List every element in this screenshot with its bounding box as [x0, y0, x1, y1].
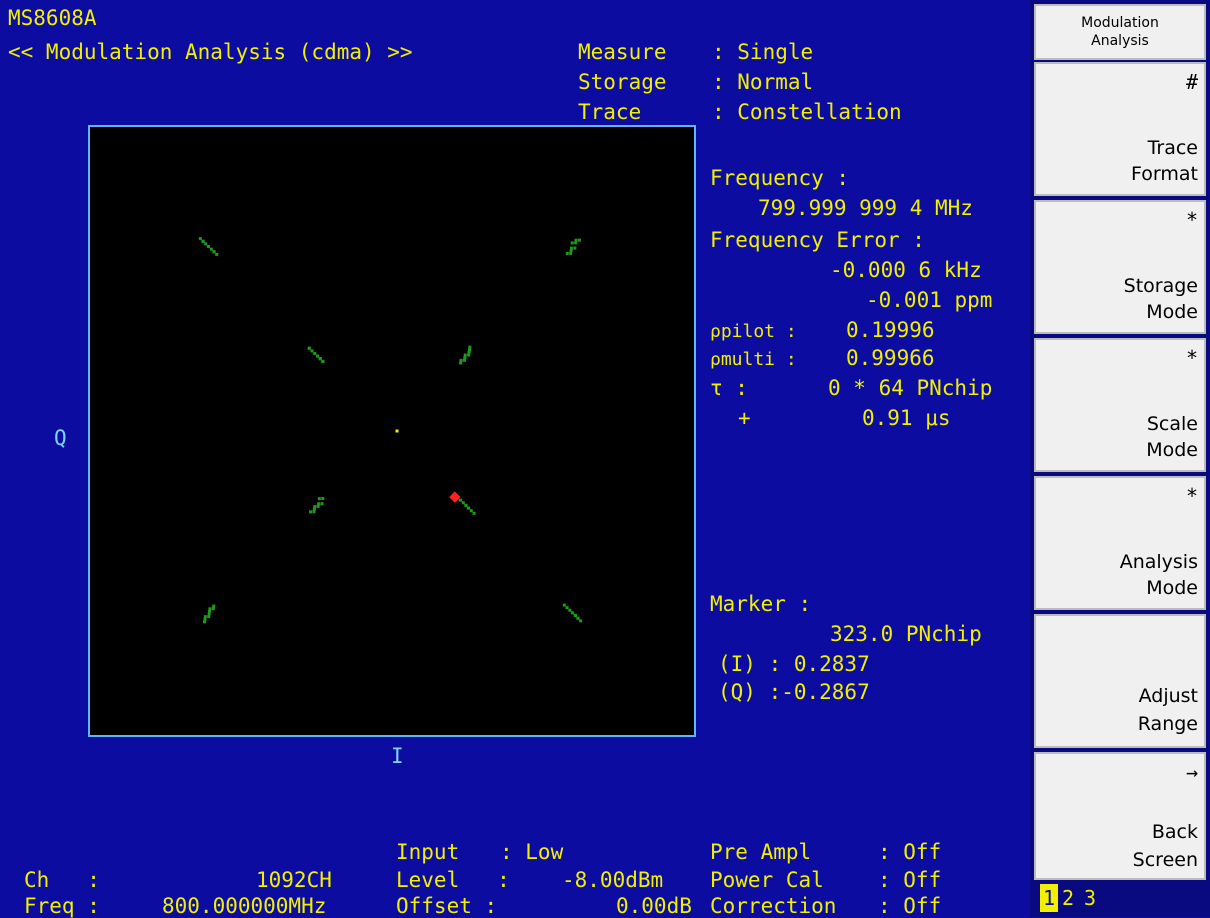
- powercal-value: : Off: [878, 868, 942, 892]
- constellation-symbol-2: [203, 604, 216, 624]
- tau-label: τ :: [710, 376, 748, 400]
- setting-measure-value: : Single: [712, 40, 814, 64]
- model-name: MS8608A: [8, 6, 97, 30]
- center-point: [395, 429, 399, 433]
- input-label: Input: [396, 840, 460, 864]
- ch-label: Ch :: [24, 868, 100, 892]
- freq-error-ppm: -0.001 ppm: [866, 288, 993, 312]
- softkey-storage-mode[interactable]: * Storage Mode: [1034, 200, 1206, 334]
- constellation-plot: [88, 125, 696, 737]
- marker-q-value: (Q) :-0.2867: [718, 680, 870, 704]
- screen-title: << Modulation Analysis (cdma) >>: [8, 40, 413, 64]
- constellation-symbol-6: [309, 497, 325, 514]
- softkey-label-line1: Analysis: [1119, 551, 1198, 573]
- softkey-analysis-mode[interactable]: * Analysis Mode: [1034, 476, 1206, 610]
- level-value: -8.00dBm: [562, 868, 664, 892]
- preampl-label: Pre Ampl: [710, 840, 812, 864]
- measurement-screen: MS8608A << Modulation Analysis (cdma) >>…: [8, 6, 993, 918]
- correction-label: Correction: [710, 894, 837, 918]
- submenu-mark: *: [1185, 208, 1198, 232]
- softkey-adjust-range[interactable]: Adjust Range: [1034, 614, 1206, 748]
- menu-title-line2: Analysis: [1091, 33, 1149, 49]
- freq-label: Freq :: [24, 894, 100, 918]
- constellation-symbol-3: [562, 603, 583, 623]
- submenu-mark: *: [1185, 484, 1198, 508]
- softkey-scale-mode[interactable]: * Scale Mode: [1034, 338, 1206, 472]
- arrow-right-icon: →: [1185, 760, 1198, 784]
- submenu-mark: *: [1185, 346, 1198, 370]
- offset-label: Offset :: [396, 894, 498, 918]
- softkey-back-screen[interactable]: → Back Screen: [1034, 752, 1206, 880]
- constellation-symbol-5: [459, 345, 472, 365]
- setting-storage-label: Storage: [578, 70, 667, 94]
- freq-error-label: Frequency Error :: [710, 228, 925, 252]
- marker-point: [449, 491, 461, 503]
- softkey-label-line2: Range: [1137, 713, 1198, 735]
- setting-measure-label: Measure: [578, 40, 667, 64]
- softkey-label-line1: Scale: [1146, 413, 1198, 435]
- constellation-symbol-0: [198, 237, 219, 256]
- softkey-label-line2: Mode: [1146, 577, 1198, 599]
- offset-value: 0.00dB: [616, 894, 692, 918]
- tau-value: 0 * 64 PNchip: [828, 376, 993, 400]
- rho-multi-value: 0.99966: [846, 346, 935, 370]
- freq-value: 800.000000MHz: [162, 894, 327, 918]
- rho-pilot-label: ρpilot :: [710, 321, 797, 342]
- softkey-label-line1: Trace: [1147, 137, 1198, 159]
- correction-value: : Off: [878, 894, 942, 918]
- preampl-value: : Off: [878, 840, 942, 864]
- marker-label: Marker :: [710, 592, 812, 616]
- softkey-page-indicator: 1 2 3: [1034, 882, 1206, 916]
- constellation-symbol-1: [565, 238, 581, 255]
- freq-error-khz: -0.000 6 kHz: [830, 258, 982, 282]
- softkey-label-line1: Adjust: [1138, 685, 1198, 707]
- setting-trace-label: Trace: [578, 100, 642, 124]
- softkey-label-line1: Storage: [1123, 275, 1198, 297]
- softkey-label-line2: Mode: [1146, 301, 1198, 323]
- softkey-label-line2: Format: [1131, 163, 1198, 185]
- page-1[interactable]: 1: [1040, 884, 1059, 912]
- powercal-label: Power Cal: [710, 868, 824, 892]
- page-3[interactable]: 3: [1084, 886, 1097, 910]
- softkey-label-line2: Mode: [1146, 439, 1198, 461]
- marker-position: 323.0 PNchip: [830, 622, 982, 646]
- constellation-symbol-7: [456, 496, 476, 515]
- rho-multi-label: ρmulti :: [710, 349, 797, 370]
- softkey-panel: Modulation Analysis # Trace Format * Sto…: [1030, 0, 1210, 917]
- submenu-mark: #: [1185, 70, 1198, 94]
- softkey-label-line2: Screen: [1132, 849, 1198, 871]
- marker-i-value: (I) : 0.2837: [718, 652, 870, 676]
- page-2[interactable]: 2: [1062, 886, 1075, 910]
- level-label: Level :: [396, 868, 510, 892]
- input-value: : Low: [500, 840, 564, 864]
- i-axis-label: I: [391, 744, 404, 768]
- constellation-symbol-4: [307, 346, 325, 363]
- rho-pilot-value: 0.19996: [846, 318, 935, 342]
- constellation-svg: [198, 237, 583, 624]
- ch-value: 1092CH: [256, 868, 332, 892]
- softkey-menu-title: Modulation Analysis: [1034, 4, 1206, 60]
- frequency-label: Frequency :: [710, 166, 850, 190]
- softkey-label-line1: Back: [1151, 821, 1198, 843]
- setting-storage-value: : Normal: [712, 70, 814, 94]
- menu-title-line1: Modulation: [1081, 15, 1159, 31]
- frequency-value: 799.999 999 4 MHz: [758, 196, 973, 220]
- tau-plus: +: [738, 406, 751, 430]
- softkey-trace-format[interactable]: # Trace Format: [1034, 62, 1206, 196]
- q-axis-label: Q: [54, 426, 67, 450]
- setting-trace-value: : Constellation: [712, 100, 902, 124]
- tau-us: 0.91 μs: [862, 406, 951, 430]
